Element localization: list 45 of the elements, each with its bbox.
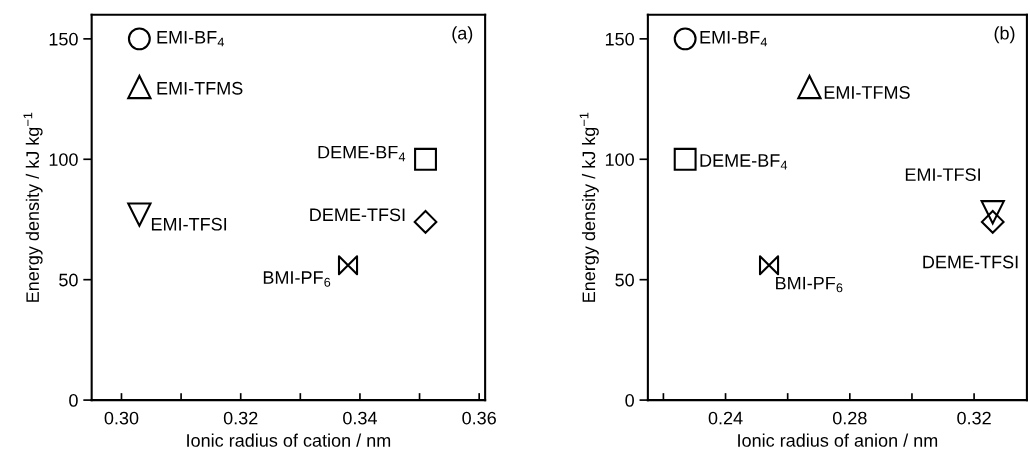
- series-label: DEME-BF$_{4}$: [700, 154, 788, 170]
- series-label: EMI-TFSI: [151, 217, 227, 231]
- x-tick-label: 0.24: [708, 411, 743, 425]
- point: [414, 147, 437, 171]
- point: [127, 74, 152, 100]
- y-tick-label: 100: [605, 153, 634, 166]
- series-label: EMI-TFMS: [824, 86, 910, 99]
- series-label: BMI-PF$_{6}$: [776, 276, 843, 293]
- point: [413, 210, 438, 234]
- y-axis-title: Energy density / kJ kg$^{−1}$: [579, 112, 599, 302]
- y-axis-title: Energy density / kJ kg$^{−1}$: [23, 112, 43, 302]
- y-tick-label: 150: [605, 32, 634, 46]
- point: [980, 210, 1005, 234]
- series-label: DEME-BF$_{4}$: [318, 145, 406, 162]
- point: [127, 27, 151, 51]
- x-tick-label: 0.32: [223, 411, 258, 425]
- point: [673, 27, 697, 51]
- point: [758, 255, 780, 276]
- y-tick-label: 50: [615, 273, 634, 287]
- y-tick-label: 0: [625, 394, 634, 407]
- x-tick-label: 0.32: [957, 411, 991, 425]
- point: [980, 200, 1005, 225]
- x-tick-label: 0.30: [104, 411, 139, 425]
- x-tick-label: 0.34: [343, 411, 377, 425]
- series-label: BMI-PF$_{6}$: [263, 271, 331, 287]
- point: [337, 255, 359, 276]
- annotation: (b): [994, 26, 1015, 44]
- x-tick-label: 0.28: [832, 411, 867, 425]
- point: [797, 74, 822, 100]
- series-label: DEME-TFSI: [310, 208, 405, 222]
- series-label: DEME-TFSI: [923, 255, 1018, 269]
- point: [127, 202, 152, 227]
- series-label: EMI-BF$_{4}$: [157, 31, 225, 47]
- point: [673, 147, 697, 171]
- y-tick-label: 50: [59, 273, 78, 287]
- x-axis-title: Ionic radius of cation / nm: [187, 433, 391, 447]
- annotation: (a): [452, 26, 473, 44]
- x-tick-label: 0.36: [462, 411, 496, 425]
- series-label: EMI-TFSI: [905, 168, 980, 181]
- x-axis-title: Ionic radius of anion / nm: [738, 433, 938, 447]
- y-tick-label: 100: [49, 153, 78, 166]
- series-label: EMI-TFMS: [157, 81, 243, 95]
- series-label: EMI-BF$_{4}$: [700, 31, 768, 47]
- y-tick-label: 150: [49, 32, 78, 46]
- y-tick-label: 0: [69, 394, 78, 407]
